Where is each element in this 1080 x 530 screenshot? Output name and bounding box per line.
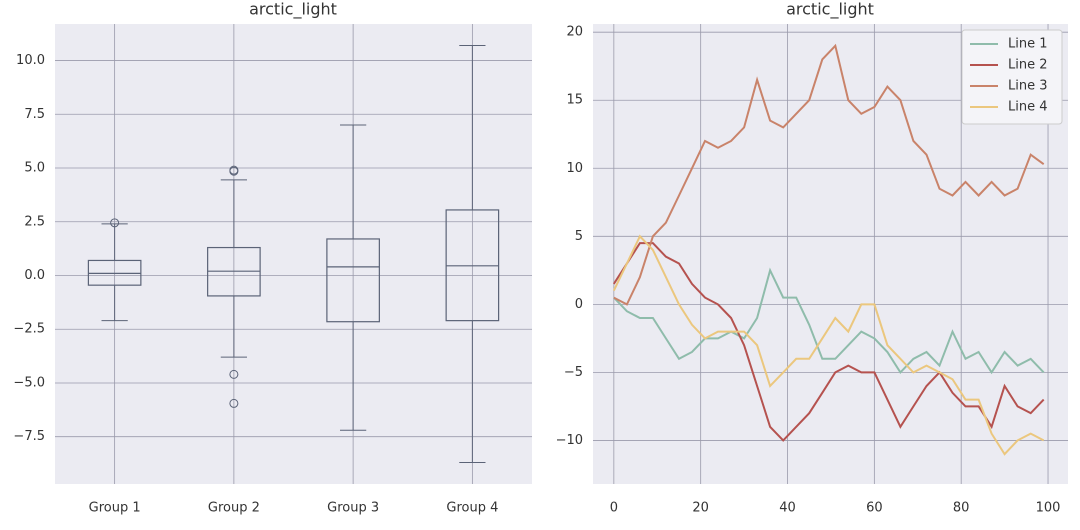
y-tick-label: −5 (564, 365, 583, 380)
x-tick-label: 80 (953, 501, 970, 516)
y-tick-label: −5.0 (13, 375, 45, 390)
line (612, 234, 1045, 456)
y-tick-label: −2.5 (13, 322, 45, 337)
chart-title: arctic_light (249, 0, 337, 20)
x-tick-label: Group 4 (446, 501, 498, 516)
x-tick-label: Group 1 (89, 501, 141, 516)
x-tick-label: Group 2 (208, 501, 260, 516)
y-tick-label: 0.0 (24, 268, 45, 283)
y-tick-label: 10 (566, 161, 583, 176)
line (613, 43, 1045, 306)
plot-area (55, 24, 532, 484)
legend-label: Line 1 (1008, 37, 1048, 52)
x-tick-label: 40 (779, 501, 796, 516)
line (613, 267, 1045, 375)
x-tick-label: 20 (692, 501, 709, 516)
x-tick-label: 0 (610, 501, 618, 516)
x-tick-label: Group 3 (327, 501, 379, 516)
chart-title: arctic_light (786, 0, 874, 20)
legend-label: Line 3 (1008, 79, 1048, 94)
legend-label: Line 2 (1008, 58, 1048, 73)
y-tick-label: 20 (566, 25, 583, 40)
legend-label: Line 4 (1008, 100, 1048, 115)
y-tick-label: −7.5 (13, 429, 45, 444)
outlier (229, 369, 239, 379)
y-tick-label: 5 (575, 229, 583, 244)
x-tick-label: 100 (1036, 501, 1061, 516)
y-tick-label: 7.5 (24, 107, 45, 122)
y-tick-label: 5.0 (24, 161, 45, 176)
legend-box (961, 29, 1063, 125)
outlier (110, 218, 120, 228)
y-tick-label: −10 (556, 433, 583, 448)
y-tick-label: 15 (566, 93, 583, 108)
outlier (229, 166, 239, 176)
line (612, 242, 1045, 442)
x-tick-label: 60 (866, 501, 883, 516)
outlier (229, 398, 239, 408)
y-tick-label: 10.0 (16, 53, 45, 68)
box (326, 238, 380, 323)
y-tick-label: 2.5 (24, 214, 45, 229)
y-tick-label: 0 (575, 297, 583, 312)
